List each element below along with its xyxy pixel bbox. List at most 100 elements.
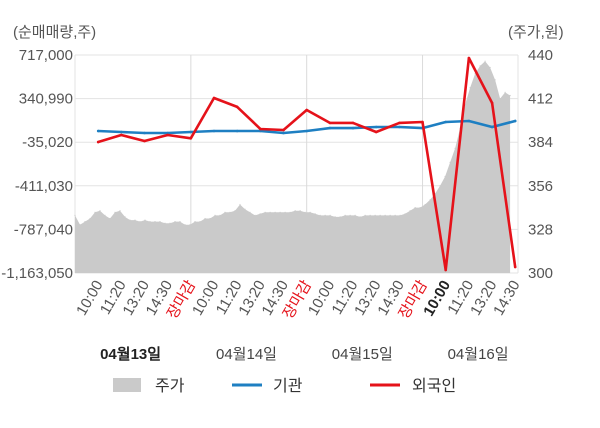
price-point	[119, 210, 121, 212]
price-point	[259, 213, 261, 215]
price-point	[504, 91, 506, 93]
foreign-point	[398, 121, 401, 125]
right-axis-title: (주가,원)	[508, 24, 564, 41]
price-point	[299, 210, 301, 212]
price-point	[154, 221, 156, 223]
price-point	[94, 211, 96, 213]
right-tick-label: 384	[528, 134, 553, 151]
institution-point	[143, 131, 146, 135]
price-point	[124, 216, 126, 218]
price-point	[424, 203, 426, 206]
price-point	[264, 211, 266, 213]
institution-point	[374, 125, 378, 129]
price-point	[399, 214, 401, 216]
price-point	[229, 211, 231, 213]
x-axis-date-labels: 04월13일 04월14일 04월15일 04월16일	[100, 346, 508, 363]
price-point	[184, 224, 186, 226]
price-point	[89, 217, 91, 220]
foreign-point	[212, 96, 216, 100]
institution-point	[212, 129, 216, 133]
left-axis-ticks: 717,000 340,990 -35,020 -411,030 -787,040 -1,…	[1, 47, 73, 282]
left-tick-label: -1,163,050	[1, 265, 73, 282]
price-point	[304, 211, 306, 213]
legend-item-price: 주가	[113, 377, 185, 395]
price-point	[429, 199, 431, 201]
foreign-point	[490, 101, 494, 105]
price-point	[149, 221, 151, 223]
foreign-point	[235, 105, 239, 109]
price-point	[374, 214, 376, 216]
date-label: 04월16일	[448, 346, 509, 363]
price-point	[249, 211, 251, 213]
price-area	[75, 61, 511, 274]
foreign-point	[305, 108, 309, 112]
date-label: 04월14일	[216, 346, 277, 363]
institution-point	[444, 120, 448, 124]
foreign-point	[166, 133, 169, 137]
price-point	[274, 211, 276, 213]
institution-point	[467, 119, 471, 123]
price-point	[469, 87, 471, 89]
price-point	[489, 66, 491, 69]
price-point	[204, 217, 206, 220]
price-point	[109, 217, 111, 220]
price-point	[379, 214, 381, 216]
price-point	[179, 221, 181, 223]
price-point	[384, 214, 386, 216]
price-point	[174, 221, 176, 223]
date-label: 04월13일	[100, 346, 161, 363]
price-point	[419, 207, 421, 209]
price-point	[479, 65, 481, 67]
foreign-point	[120, 133, 123, 137]
price-point	[254, 214, 256, 216]
price-point	[329, 214, 331, 216]
price-point	[444, 175, 446, 178]
price-point	[224, 211, 226, 213]
price-point	[139, 221, 141, 223]
date-label: 04월15일	[332, 346, 393, 363]
price-point	[389, 214, 391, 216]
institution-point	[351, 126, 355, 130]
right-tick-label: 412	[528, 91, 553, 108]
foreign-point	[282, 128, 285, 132]
institution-point	[305, 129, 309, 133]
price-point	[314, 213, 316, 215]
price-point	[234, 210, 236, 212]
price-point	[484, 60, 486, 62]
left-tick-label: 340,990	[19, 91, 73, 108]
institution-point	[398, 125, 401, 129]
price-point	[454, 147, 456, 149]
price-point	[209, 217, 211, 220]
price-point	[134, 219, 136, 221]
legend-swatch-price	[113, 378, 141, 392]
price-point	[309, 211, 311, 213]
right-tick-label: 300	[528, 265, 553, 282]
price-point	[244, 208, 246, 210]
price-point	[414, 207, 416, 209]
price-point	[354, 214, 356, 216]
foreign-point	[467, 56, 471, 60]
price-area-layer	[74, 60, 511, 274]
price-point	[324, 214, 326, 216]
price-point	[409, 210, 411, 212]
price-point	[394, 214, 396, 216]
institution-point	[120, 130, 123, 134]
right-tick-label: 328	[528, 221, 553, 238]
left-tick-label: 717,000	[19, 47, 73, 64]
price-point	[364, 214, 366, 216]
price-point	[369, 214, 371, 216]
price-point	[159, 221, 161, 223]
price-point	[449, 161, 451, 163]
legend: 주가 기관 외국인	[113, 377, 456, 395]
price-point	[344, 214, 346, 216]
price-point	[199, 221, 201, 223]
institution-point	[282, 131, 285, 135]
price-point	[104, 214, 106, 216]
foreign-point	[143, 139, 146, 143]
legend-item-institution: 기관	[232, 377, 303, 395]
price-point	[144, 219, 146, 221]
series-lines-layer	[96, 56, 517, 272]
price-point	[84, 221, 86, 223]
price-point	[214, 214, 216, 216]
